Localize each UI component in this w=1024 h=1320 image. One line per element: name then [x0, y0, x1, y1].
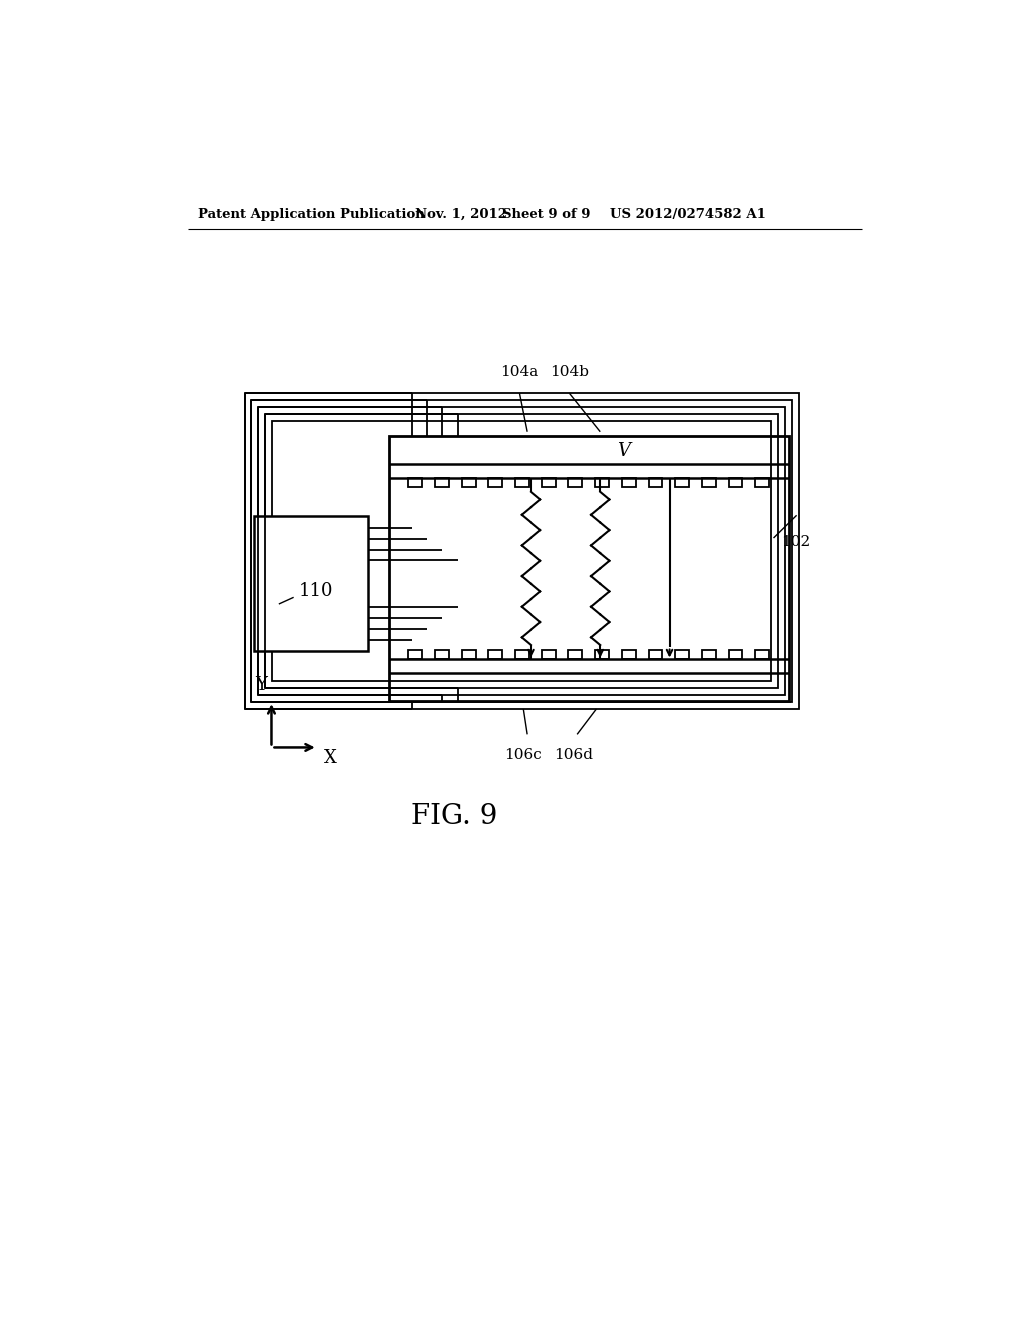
Bar — [435, 649, 449, 659]
Text: 106d: 106d — [554, 748, 593, 762]
Bar — [272, 421, 771, 681]
Bar — [515, 649, 529, 659]
Bar — [595, 649, 609, 659]
Bar — [701, 649, 716, 659]
Bar — [648, 649, 663, 659]
Bar — [568, 649, 583, 659]
Bar — [245, 393, 799, 709]
Bar — [258, 407, 785, 696]
Bar — [488, 649, 502, 659]
Bar — [542, 478, 556, 487]
Bar — [252, 400, 792, 702]
Bar — [568, 478, 583, 487]
Bar — [462, 478, 475, 487]
Text: 106c: 106c — [505, 748, 542, 762]
Bar — [701, 478, 716, 487]
Text: X: X — [324, 750, 337, 767]
Bar — [388, 436, 788, 701]
Bar — [756, 478, 769, 487]
Text: 104b: 104b — [550, 366, 589, 379]
Bar — [756, 649, 769, 659]
Text: Nov. 1, 2012: Nov. 1, 2012 — [416, 209, 508, 222]
Bar — [254, 516, 368, 651]
Text: V: V — [616, 442, 630, 459]
Text: 104a: 104a — [501, 366, 539, 379]
Bar — [675, 649, 689, 659]
Bar — [542, 649, 556, 659]
Text: Sheet 9 of 9: Sheet 9 of 9 — [503, 209, 591, 222]
Bar — [729, 649, 742, 659]
Bar — [488, 478, 502, 487]
Bar — [595, 478, 609, 487]
Bar — [462, 649, 475, 659]
Text: US 2012/0274582 A1: US 2012/0274582 A1 — [609, 209, 765, 222]
Bar — [622, 649, 636, 659]
Bar — [435, 478, 449, 487]
Bar — [622, 478, 636, 487]
Bar — [675, 478, 689, 487]
Bar — [515, 478, 529, 487]
Text: Patent Application Publication: Patent Application Publication — [199, 209, 425, 222]
Bar — [409, 649, 422, 659]
Text: Y: Y — [255, 676, 266, 693]
Text: 110: 110 — [299, 582, 334, 599]
Text: FIG. 9: FIG. 9 — [411, 804, 497, 830]
Bar — [409, 478, 422, 487]
Bar — [265, 414, 778, 688]
Bar — [729, 478, 742, 487]
Text: 102: 102 — [781, 535, 810, 549]
Bar — [648, 478, 663, 487]
